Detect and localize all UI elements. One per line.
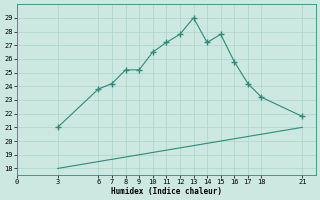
X-axis label: Humidex (Indice chaleur): Humidex (Indice chaleur) — [111, 187, 222, 196]
